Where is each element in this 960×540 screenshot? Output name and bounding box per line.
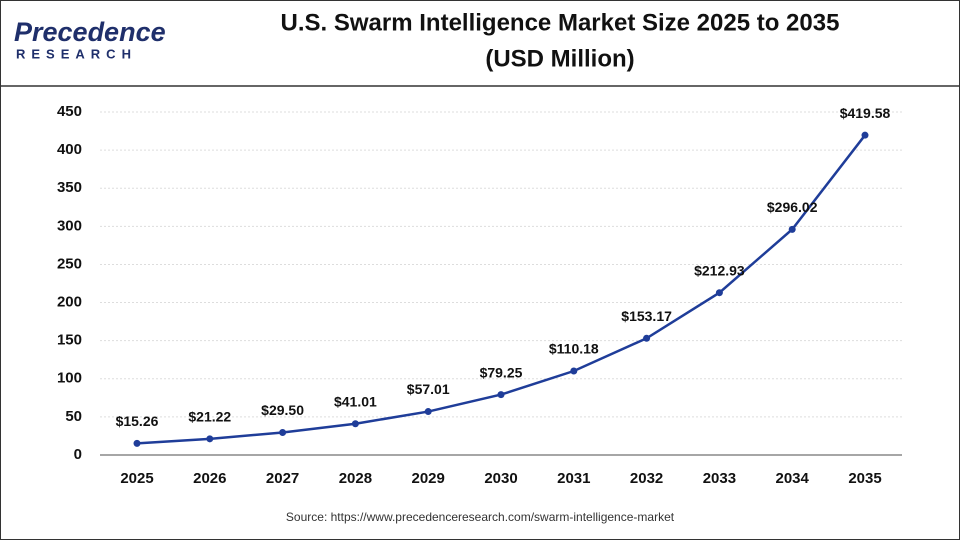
chart-title: U.S. Swarm Intelligence Market Size 2025… <box>281 9 840 36</box>
x-tick-label: 2035 <box>848 470 881 487</box>
point <box>351 420 359 428</box>
x-tick-label: 2030 <box>484 470 517 487</box>
value-label: $419.58 <box>840 105 891 121</box>
x-tick-label: 2032 <box>630 470 663 487</box>
point <box>206 435 214 443</box>
value-label: $41.01 <box>334 393 377 409</box>
value-label: $29.50 <box>261 402 304 418</box>
y-tick-label: 0 <box>74 446 82 463</box>
y-tick-label: 300 <box>57 217 82 234</box>
y-tick-label: 100 <box>57 370 82 387</box>
point <box>788 225 796 233</box>
x-tick-label: 2031 <box>557 470 590 487</box>
source: Source: https://www.precedenceresearch.c… <box>286 510 675 524</box>
x-tick-label: 2026 <box>193 470 226 487</box>
point <box>424 408 432 416</box>
point <box>279 429 287 437</box>
y-tick-label: 150 <box>57 332 82 349</box>
point <box>570 367 578 375</box>
logo-tagline: RESEARCH <box>16 46 137 61</box>
y-tick-label: 250 <box>57 255 82 272</box>
x-tick-label: 2033 <box>703 470 736 487</box>
value-label: $21.22 <box>188 409 231 425</box>
value-label: $79.25 <box>480 364 523 380</box>
value-label: $296.02 <box>767 199 818 215</box>
point <box>497 391 505 399</box>
value-label: $212.93 <box>694 262 745 278</box>
value-label: $153.17 <box>621 308 672 324</box>
point <box>861 131 869 139</box>
value-label: $15.26 <box>116 413 159 429</box>
point <box>643 334 651 342</box>
value-label: $57.01 <box>407 381 450 397</box>
x-tick-label: 2029 <box>412 470 445 487</box>
y-tick-label: 400 <box>57 141 82 158</box>
x-tick-label: 2028 <box>339 470 372 487</box>
y-tick-label: 50 <box>65 408 82 425</box>
x-tick-label: 2025 <box>120 470 153 487</box>
point <box>133 439 141 447</box>
y-tick-label: 450 <box>57 103 82 120</box>
y-tick-label: 350 <box>57 179 82 196</box>
chart-subtitle: (USD Million) <box>485 45 634 72</box>
logo-name: Precedence <box>14 17 166 47</box>
point <box>715 289 723 297</box>
y-tick-label: 200 <box>57 294 82 311</box>
x-tick-label: 2034 <box>776 470 810 487</box>
value-label: $110.18 <box>549 341 599 357</box>
x-tick-label: 2027 <box>266 470 299 487</box>
